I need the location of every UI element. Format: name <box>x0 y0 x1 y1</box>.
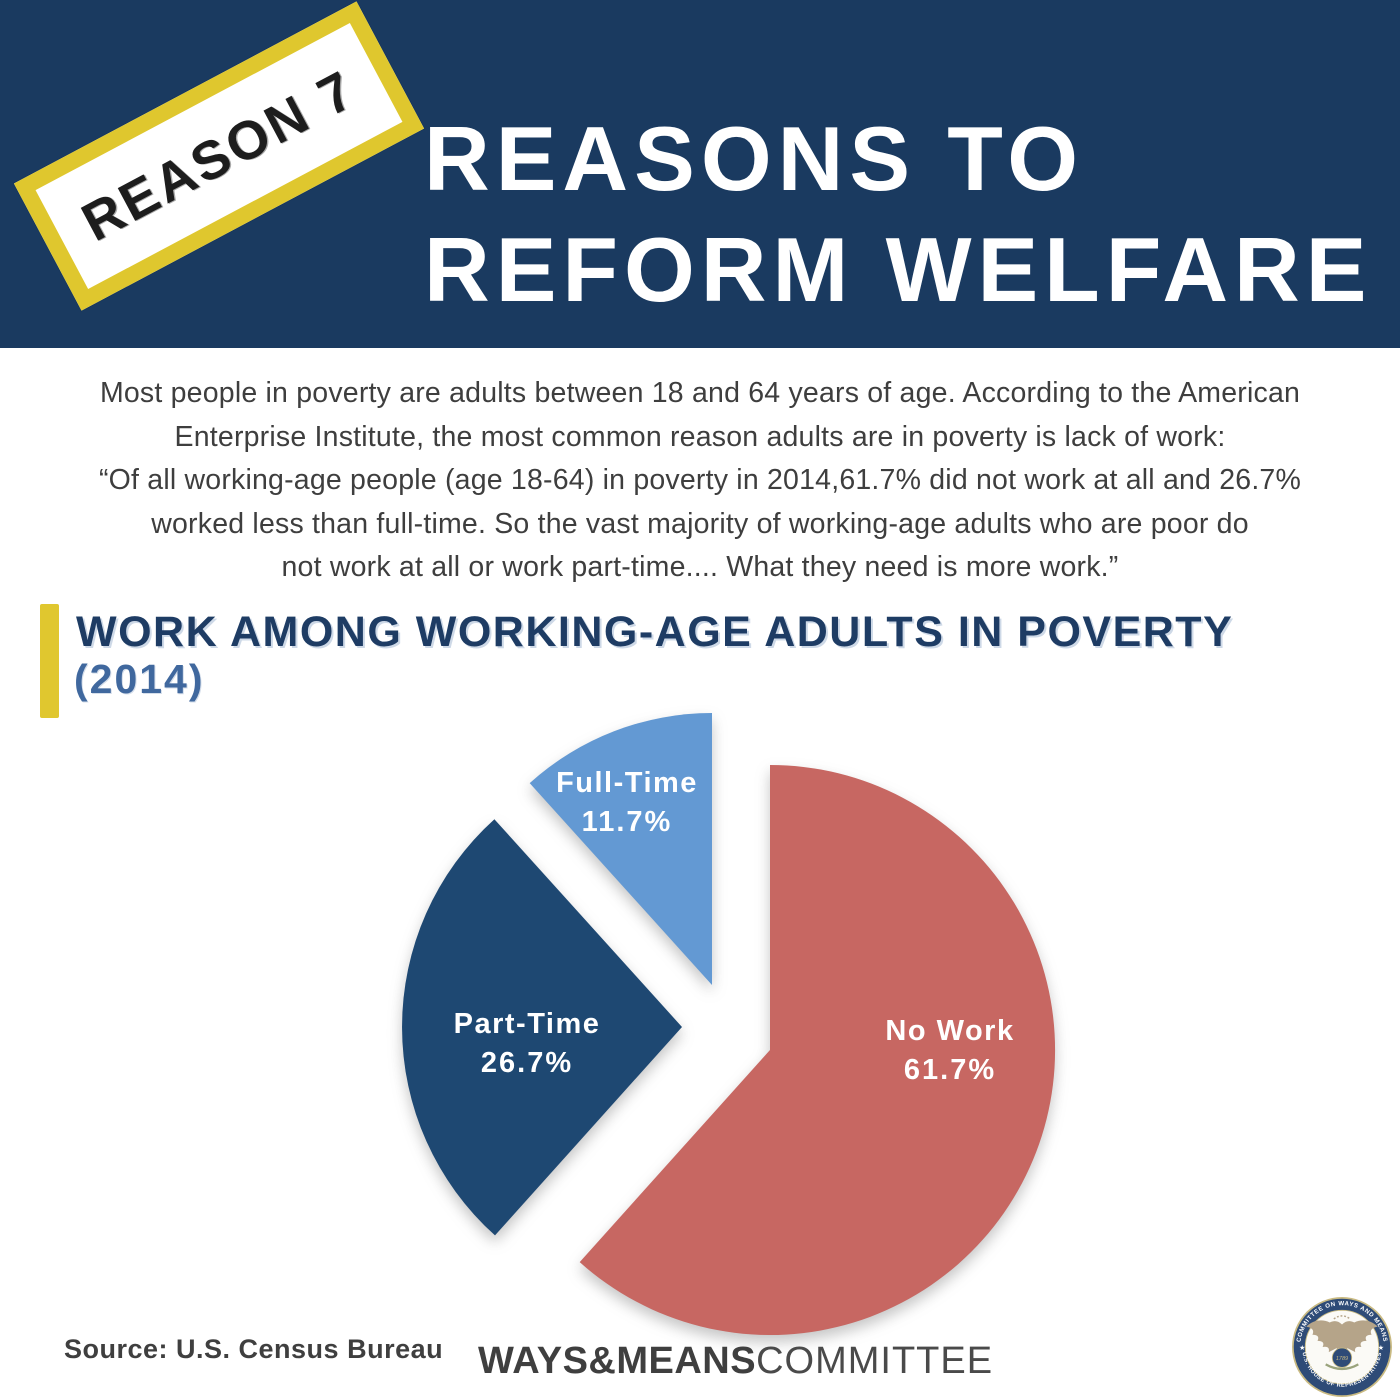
reason-stamp: REASON 7 <box>13 1 425 311</box>
seal-year: 1789 <box>1336 1356 1348 1362</box>
pie-label-part-time: Part-Time 26.7% <box>407 1005 647 1083</box>
seal-laurel <box>1325 1363 1359 1371</box>
pie-chart <box>402 713 1056 1335</box>
pie-label-part-time-name: Part-Time <box>453 1008 601 1040</box>
committee-wordmark-bold: WAYS&MEANS <box>478 1340 757 1382</box>
page-title-line1: REASONS TO <box>424 109 1085 210</box>
ways-and-means-seal: COMMITTEE ON WAYS AND MEANS U.S. HOUSE O… <box>1292 1297 1392 1397</box>
seal-globe <box>1331 1347 1353 1368</box>
seal-star-left-icon: ★ <box>1299 1344 1305 1352</box>
seal-star-right-icon: ★ <box>1378 1344 1384 1352</box>
chart-section-title: WORK AMONG WORKING-AGE ADULTS IN POVERTY <box>76 608 1234 656</box>
pie-label-no-work-pct: 61.7% <box>903 1054 997 1086</box>
pie-label-no-work: No Work 61.7% <box>830 1012 1070 1090</box>
page-title-line2: REFORM WELFARE <box>424 220 1373 321</box>
pie-label-full-time: Full-Time 11.7% <box>507 764 747 842</box>
intro-paragraph: Most people in poverty are adults betwee… <box>20 372 1380 590</box>
source-note: Source: U.S. Census Bureau <box>64 1334 444 1364</box>
pie-chart-area: No Work 61.7% Part-Time 26.7% Full-Time … <box>0 700 1400 1360</box>
accent-bar <box>40 604 59 718</box>
pie-slice-part-time <box>402 819 682 1236</box>
seal-eagle-icon <box>1306 1320 1378 1364</box>
intro-line: Most people in poverty are adults betwee… <box>99 377 1301 409</box>
pie-label-no-work-name: No Work <box>885 1015 1015 1047</box>
page-title: REASONS TO REFORM WELFARE <box>424 104 1372 326</box>
pie-label-full-time-name: Full-Time <box>556 767 698 799</box>
header-banner: REASON 7 REASONS TO REFORM WELFARE <box>0 0 1400 348</box>
pie-label-part-time-pct: 26.7% <box>480 1047 574 1079</box>
intro-line: worked less than full-time. So the vast … <box>151 507 1249 540</box>
chart-section-subtitle: (2014) <box>74 656 205 702</box>
committee-wordmark: WAYS&MEANSCOMMITTEE <box>478 1340 993 1383</box>
pie-slice-full-time <box>529 713 712 985</box>
pie-slice-no-work <box>579 765 1056 1335</box>
committee-wordmark-light: COMMITTEE <box>756 1340 994 1382</box>
pie-label-full-time-pct: 11.7% <box>581 806 673 838</box>
seal-crown-dots <box>1333 1315 1351 1320</box>
intro-line: not work at all or work part-time.... Wh… <box>281 551 1119 583</box>
intro-line: Enterprise Institute, the most common re… <box>174 420 1226 453</box>
intro-line: “Of all working-age people (age 18-64) i… <box>98 464 1302 496</box>
reason-stamp-text: REASON 7 <box>72 59 366 253</box>
